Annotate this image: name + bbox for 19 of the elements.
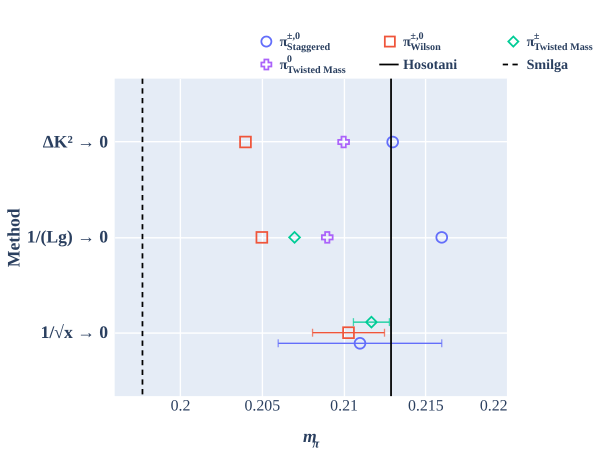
point (386, 136, 399, 148)
y-tick-label: 1/√x → 0 (40, 322, 108, 342)
y-tick-label: ΔK² → 0 (42, 131, 108, 152)
point (288, 231, 301, 244)
point (337, 136, 350, 148)
x-tick-label: 0.205 (244, 398, 280, 415)
point (342, 326, 355, 339)
x-tick-label: 0.22 (480, 398, 508, 415)
y-tick-label: 1/(Lg) → 0 (26, 226, 108, 247)
point (256, 231, 268, 244)
legend-label: Hosotani (403, 56, 458, 73)
x-tick-label: 0.215 (408, 398, 444, 415)
y-axis-title: Method (4, 208, 24, 268)
legend-label: Smilga (526, 56, 568, 73)
point (239, 136, 252, 148)
x-tick-label: 0.2 (170, 398, 190, 415)
point (435, 231, 448, 244)
x-tick-label: 0.21 (330, 398, 358, 415)
point (320, 231, 334, 244)
